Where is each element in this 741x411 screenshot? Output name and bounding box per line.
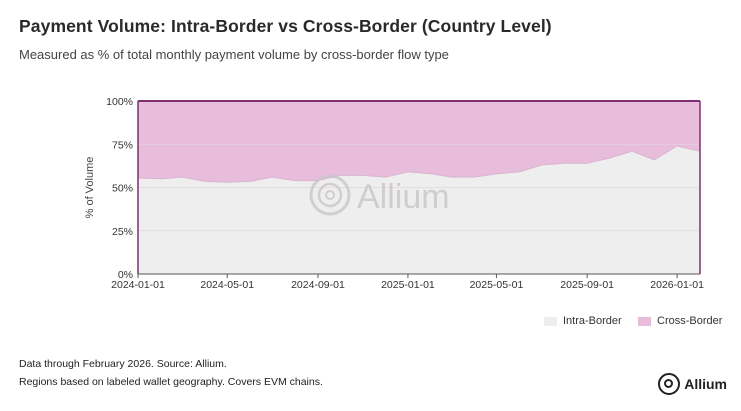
y-tick-label: 25% bbox=[112, 226, 133, 238]
x-tick-label: 2026-01-01 bbox=[650, 279, 704, 291]
y-axis-label: % of Volume bbox=[84, 157, 96, 219]
y-tick-label: 75% bbox=[112, 139, 133, 151]
y-tick-label: 0% bbox=[118, 269, 133, 281]
legend-item-intra-border: Intra-Border bbox=[544, 315, 622, 327]
x-tick-label: 2024-05-01 bbox=[200, 279, 254, 291]
watermark-text: Allium bbox=[357, 178, 450, 216]
x-tick-label: 2025-01-01 bbox=[381, 279, 435, 291]
y-tick-label: 50% bbox=[112, 183, 133, 195]
series-boundary-line bbox=[137, 145, 701, 183]
footnote-source: Data through February 2026. Source: Alli… bbox=[19, 358, 227, 370]
legend-swatch-cross bbox=[638, 316, 651, 326]
x-tick-label: 2024-09-01 bbox=[291, 279, 345, 291]
y-tick-label: 100% bbox=[106, 96, 133, 108]
legend-item-cross-border: Cross-Border bbox=[638, 315, 722, 327]
chart-subtitle: Measured as % of total monthly payment v… bbox=[19, 47, 449, 62]
brand-mark: Allium bbox=[658, 373, 727, 395]
allium-logo-icon bbox=[658, 373, 681, 395]
chart-title: Payment Volume: Intra-Border vs Cross-Bo… bbox=[19, 16, 552, 36]
x-tick-label: 2025-09-01 bbox=[560, 279, 614, 291]
x-tick-label: 2024-01-01 bbox=[111, 279, 165, 291]
watermark-logo-inner bbox=[317, 182, 343, 208]
brand-name: Allium bbox=[684, 376, 727, 392]
intra-border-area bbox=[138, 146, 700, 274]
watermark-logo-core bbox=[325, 190, 335, 200]
legend-swatch-intra bbox=[544, 316, 557, 326]
watermark-logo-icon bbox=[309, 174, 351, 216]
x-tick-label: 2025-05-01 bbox=[470, 279, 524, 291]
legend-label-cross: Cross-Border bbox=[657, 315, 723, 327]
legend-label-intra: Intra-Border bbox=[563, 315, 622, 327]
footnote-coverage: Regions based on labeled wallet geograph… bbox=[19, 376, 323, 388]
